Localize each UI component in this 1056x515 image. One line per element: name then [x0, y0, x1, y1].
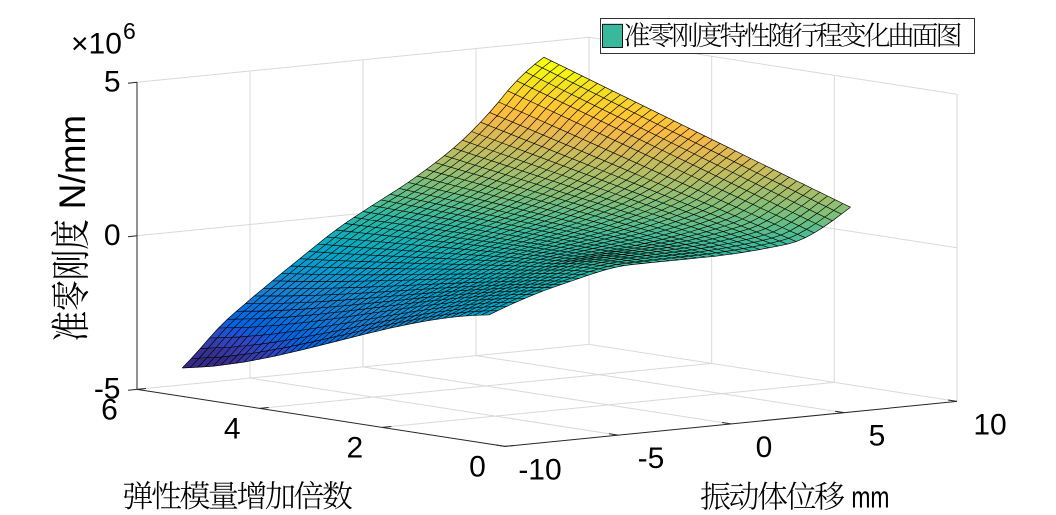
svg-text:×10: ×10 — [71, 28, 122, 61]
svg-text:6: 6 — [123, 18, 136, 44]
svg-text:mm: mm — [845, 480, 890, 515]
svg-text:6: 6 — [101, 394, 118, 427]
svg-text:2: 2 — [346, 432, 363, 465]
svg-text:0: 0 — [469, 451, 486, 484]
svg-text:N/mm: N/mm — [52, 115, 93, 219]
svg-text:0: 0 — [756, 431, 773, 464]
svg-text:10: 10 — [973, 408, 1006, 441]
svg-text:0: 0 — [104, 219, 121, 252]
svg-text:5: 5 — [869, 420, 886, 453]
svg-text:5: 5 — [104, 65, 121, 98]
svg-text:-5: -5 — [94, 372, 121, 405]
svg-text:4: 4 — [224, 413, 241, 446]
svg-text:-10: -10 — [518, 453, 561, 486]
svg-text:-5: -5 — [638, 442, 665, 475]
